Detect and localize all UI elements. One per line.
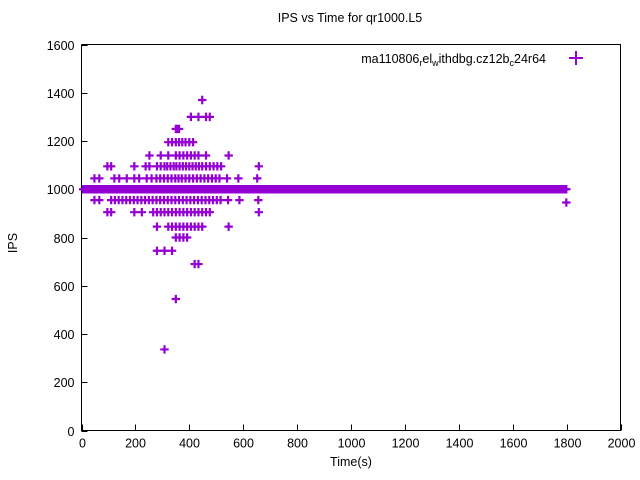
data-point [222, 174, 232, 183]
data-point [174, 124, 184, 134]
data-point [234, 174, 243, 183]
data-point [254, 162, 264, 171]
data-point [205, 207, 214, 217]
legend-label-part: ithdbg.cz12b [439, 52, 510, 66]
y-tick-label: 1000 [47, 183, 75, 197]
legend-marker [569, 51, 583, 65]
data-point [194, 151, 203, 160]
data-point [201, 151, 211, 160]
y-tick-label: 200 [54, 376, 75, 390]
y-tick-label: 800 [54, 232, 75, 246]
data-point [160, 345, 169, 354]
data-point [182, 233, 192, 242]
chart-title: IPS vs Time for qr1000.L5 [278, 11, 423, 25]
data-point [115, 174, 124, 183]
data-point [156, 151, 165, 160]
legend-label-part: r [419, 58, 422, 68]
data-point [216, 162, 226, 171]
data-point [253, 174, 262, 183]
chart-legend: ma110806relwithdbg.cz12bc24r64 [361, 51, 583, 68]
data-point [160, 246, 169, 255]
legend-series-label: ma110806relwithdbg.cz12bc24r64 [361, 52, 546, 68]
legend-label-part: ma110806 [361, 52, 419, 66]
data-point [164, 151, 173, 160]
y-tick-label: 1200 [47, 135, 75, 149]
x-tick-label: 1400 [446, 437, 474, 451]
y-tick-label: 1400 [47, 87, 75, 101]
data-point [224, 151, 233, 160]
data-point [137, 207, 147, 217]
data-point [106, 162, 116, 171]
x-tick-label: 200 [125, 437, 146, 451]
x-tick-label: 1000 [338, 437, 366, 451]
data-point [122, 174, 131, 183]
x-tick-label: 0 [79, 437, 86, 451]
data-point [224, 222, 233, 231]
data-point [215, 174, 224, 183]
x-axis-ticks: 0 200 400 600 800 1000 1200 1400 1600 1800 2000 [79, 424, 636, 451]
data-point [254, 195, 263, 205]
x-axis-title: Time(s) [330, 455, 372, 469]
data-point [188, 138, 198, 147]
legend-label-part: w [431, 58, 439, 68]
x-tick-label: 1600 [500, 437, 528, 451]
data-points [78, 95, 571, 354]
data-point [194, 259, 203, 269]
x-tick-label: 1800 [554, 437, 582, 451]
data-point [152, 246, 162, 255]
data-point [130, 162, 139, 171]
legend-label-part: 24r64 [514, 52, 546, 66]
data-point [171, 294, 181, 304]
y-tick-label: 0 [68, 425, 75, 439]
data-point [223, 195, 233, 205]
y-tick-label: 400 [54, 328, 75, 342]
data-point [145, 162, 154, 171]
y-tick-label: 600 [54, 280, 75, 294]
data-point [167, 246, 177, 255]
plot-frame [81, 44, 621, 431]
legend-label-part: el [422, 52, 432, 66]
x-tick-label: 800 [287, 437, 308, 451]
data-point [216, 195, 225, 205]
data-point [562, 185, 571, 194]
data-point [235, 195, 244, 205]
data-point [198, 95, 207, 105]
data-point [95, 195, 104, 205]
data-point [145, 151, 154, 160]
x-tick-label: 600 [233, 437, 254, 451]
data-point [254, 207, 264, 217]
data-point [186, 112, 196, 122]
data-point [130, 207, 139, 217]
data-point [562, 198, 571, 207]
data-point [134, 174, 144, 183]
data-point [194, 112, 203, 122]
data-point [95, 174, 104, 183]
y-axis-title: IPS [6, 233, 20, 253]
data-point [198, 222, 207, 231]
y-tick-label: 1600 [47, 39, 75, 53]
x-tick-label: 2000 [608, 437, 636, 451]
data-point [205, 112, 214, 122]
data-point [106, 207, 116, 217]
data-point [152, 222, 162, 231]
x-tick-label: 1200 [392, 437, 420, 451]
x-tick-label: 400 [179, 437, 200, 451]
legend-label-part: c [510, 58, 515, 68]
